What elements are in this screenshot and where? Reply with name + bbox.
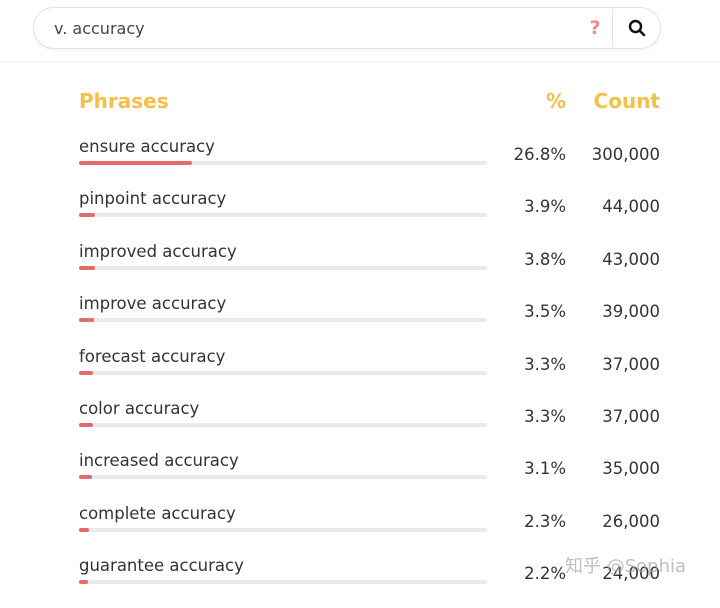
- phrase-label[interactable]: improved accuracy: [79, 241, 237, 261]
- percent-value: 3.3%: [524, 354, 566, 374]
- search-bar: ?: [33, 7, 661, 49]
- share-bar-track: [79, 161, 487, 165]
- count-value: 24,000: [602, 564, 660, 584]
- share-bar-fill: [79, 475, 92, 480]
- percent-value: 3.9%: [524, 197, 566, 217]
- percent-value: 2.2%: [524, 564, 566, 584]
- share-bar-fill: [79, 213, 95, 218]
- phrases-header: Phrases: [79, 89, 169, 113]
- percent-value: 26.8%: [513, 145, 566, 164]
- table-row: ensure accuracy 26.8% 300,000: [0, 137, 720, 189]
- share-bar-fill: [79, 161, 192, 165]
- table-row: forecast accuracy 3.3% 37,000: [0, 347, 720, 399]
- search-divider: [612, 9, 613, 47]
- phrase-label[interactable]: increased accuracy: [79, 451, 239, 471]
- table-row: color accuracy 3.3% 37,000: [0, 399, 720, 451]
- phrase-label[interactable]: ensure accuracy: [79, 137, 215, 156]
- table-row: improved accuracy 3.8% 43,000: [0, 242, 720, 294]
- percent-value: 2.3%: [524, 511, 566, 531]
- count-value: 26,000: [602, 511, 660, 531]
- share-bar-track: [79, 370, 487, 375]
- search-input[interactable]: [54, 8, 574, 48]
- phrase-label[interactable]: improve accuracy: [79, 294, 227, 314]
- share-bar-fill: [79, 580, 88, 585]
- help-icon[interactable]: ?: [589, 17, 601, 39]
- table-row: guarantee accuracy 2.2% 24,000: [0, 556, 720, 608]
- table-row: pinpoint accuracy 3.9% 44,000: [0, 189, 720, 241]
- share-bar-fill: [79, 265, 95, 270]
- share-bar-fill: [79, 370, 93, 375]
- phrase-label[interactable]: forecast accuracy: [79, 346, 226, 366]
- phrase-label[interactable]: pinpoint accuracy: [79, 189, 227, 209]
- share-bar-fill: [79, 318, 94, 323]
- share-bar-fill: [79, 527, 89, 532]
- phrase-label[interactable]: complete accuracy: [79, 503, 236, 523]
- count-value: 35,000: [602, 459, 660, 479]
- table-row: improve accuracy 3.5% 39,000: [0, 294, 720, 346]
- percent-value: 3.8%: [524, 249, 566, 269]
- table-row: increased accuracy 3.1% 35,000: [0, 451, 720, 503]
- count-value: 39,000: [602, 302, 660, 322]
- share-bar-track: [79, 423, 487, 427]
- percent-value: 3.3%: [524, 407, 566, 426]
- count-value: 43,000: [602, 249, 660, 269]
- share-bar-track: [79, 527, 487, 532]
- phrase-label[interactable]: guarantee accuracy: [79, 556, 244, 576]
- count-value: 44,000: [602, 197, 660, 217]
- table-row: complete accuracy 2.3% 26,000: [0, 504, 720, 556]
- header-divider: [0, 61, 720, 62]
- search-button[interactable]: [613, 8, 660, 48]
- count-header: Count: [593, 89, 660, 113]
- phrase-label[interactable]: color accuracy: [79, 399, 200, 418]
- search-icon: [628, 19, 645, 37]
- share-bar-track: [79, 580, 487, 585]
- percent-value: 3.5%: [524, 302, 566, 322]
- watermark: 知乎 @Sophia: [565, 556, 687, 577]
- share-bar-track: [79, 318, 487, 323]
- percent-value: 3.1%: [524, 459, 566, 479]
- share-bar-fill: [79, 423, 93, 427]
- percent-header: %: [545, 89, 566, 113]
- share-bar-track: [79, 265, 487, 270]
- share-bar-track: [79, 475, 487, 480]
- count-value: 37,000: [602, 354, 660, 374]
- count-value: 300,000: [591, 145, 660, 164]
- count-value: 37,000: [602, 407, 660, 426]
- share-bar-track: [79, 213, 487, 218]
